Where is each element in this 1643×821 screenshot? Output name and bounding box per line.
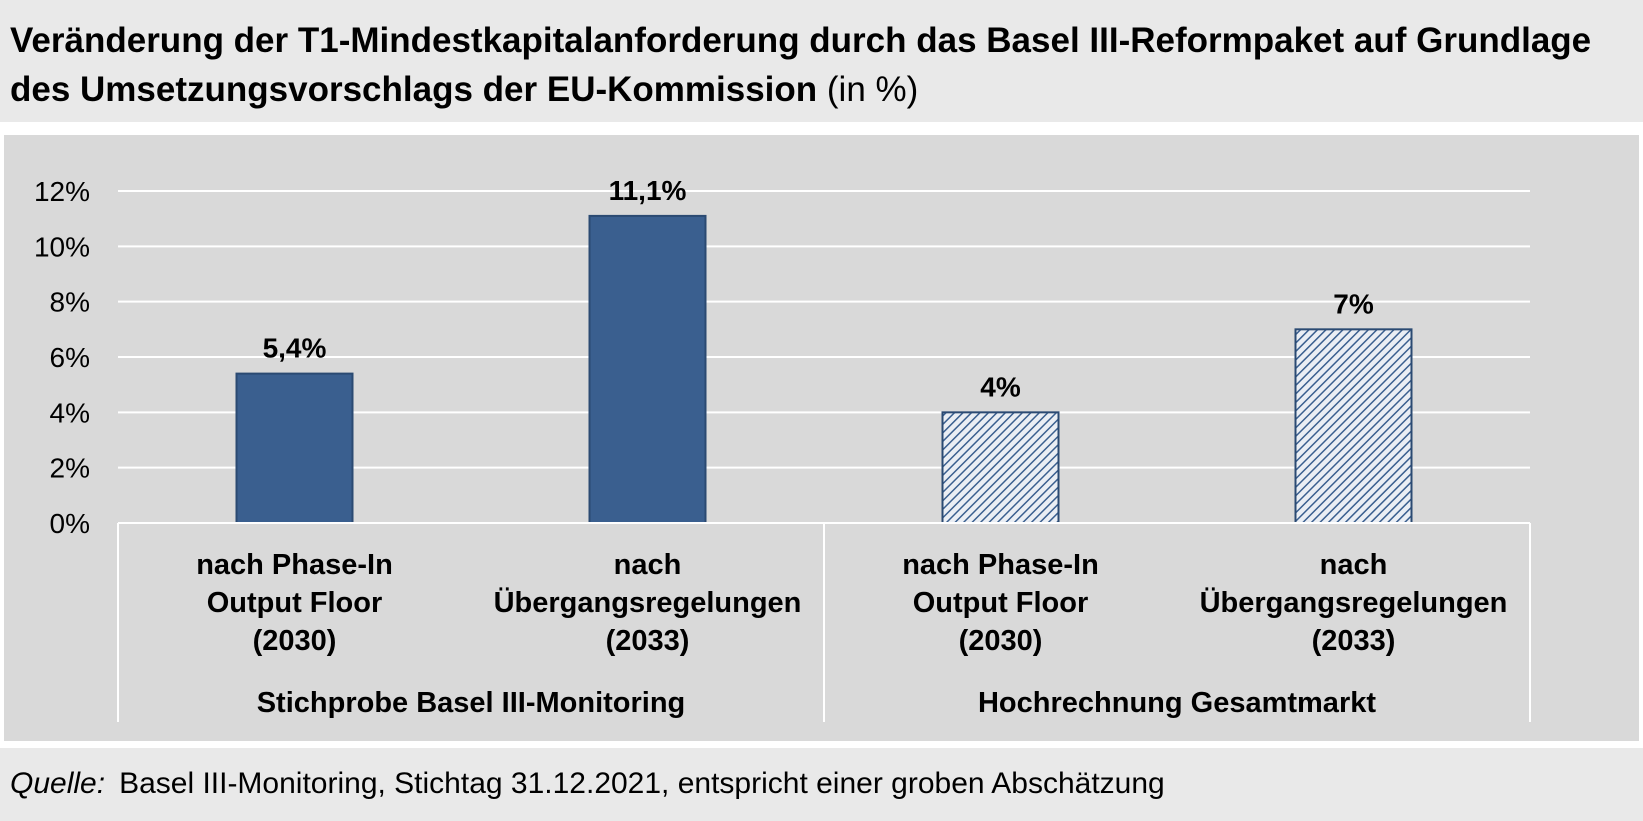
bar <box>941 411 1060 525</box>
category-label: nach <box>614 549 682 581</box>
title-panel: Veränderung der T1-Mindestkapitalanforde… <box>0 0 1643 122</box>
group-label: Stichprobe Basel III-Monitoring <box>257 687 686 719</box>
category-label: nach Phase-In <box>902 549 1099 581</box>
category-label: (2033) <box>606 625 690 657</box>
chart-title: Veränderung der T1-Mindestkapitalanforde… <box>10 16 1630 114</box>
footer-panel: Quelle: Basel III-Monitoring, Stichtag 31… <box>0 748 1643 821</box>
y-axis-ticks: 0% 2% 4% 6% 8% 10% 12% <box>34 176 90 539</box>
bar <box>235 372 354 524</box>
data-label: 11,1% <box>609 175 687 206</box>
category-label: Output Floor <box>207 587 383 619</box>
bar <box>588 214 707 524</box>
bars <box>235 214 1413 525</box>
y-tick-label: 0% <box>50 508 90 539</box>
data-labels: 5,4% 11,1% 4% 7% <box>263 175 1374 402</box>
category-label: nach Phase-In <box>196 549 393 581</box>
source-label: Quelle: <box>10 767 106 800</box>
category-axis <box>117 522 1531 722</box>
category-label: (2033) <box>1312 625 1396 657</box>
category-label: Übergangsregelungen <box>494 586 802 619</box>
category-label: Übergangsregelungen <box>1200 586 1508 619</box>
group-label: Hochrechnung Gesamtmarkt <box>978 687 1376 719</box>
category-labels: nach Phase-In Output Floor (2030) nach Überg… <box>196 549 1507 657</box>
y-tick-label: 2% <box>50 453 90 484</box>
category-label: nach <box>1320 549 1388 581</box>
bar-chart: 0% 2% 4% 6% 8% 10% 12% 5,4% 11,1% 4% 7% nach Phas… <box>34 175 1531 722</box>
y-tick-label: 6% <box>50 342 90 373</box>
group-labels: Stichprobe Basel III-Monitoring Hochrechn… <box>257 687 1377 719</box>
source-text: Basel III-Monitoring, Stichtag 31.12.202… <box>119 767 1165 800</box>
category-label: Output Floor <box>913 587 1089 619</box>
chart-title-main: Veränderung der T1-Mindestkapitalanforde… <box>10 21 1592 109</box>
category-label: (2030) <box>253 625 337 657</box>
y-tick-label: 8% <box>50 287 90 318</box>
y-tick-label: 10% <box>34 231 90 262</box>
y-tick-label: 12% <box>34 176 90 207</box>
data-label: 5,4% <box>263 333 327 364</box>
chart-title-unit: (in %) <box>826 70 919 109</box>
bar <box>1294 328 1413 525</box>
y-tick-label: 4% <box>50 397 90 428</box>
data-label: 7% <box>1333 288 1374 319</box>
data-label: 4% <box>980 371 1021 402</box>
category-label: (2030) <box>959 625 1043 657</box>
source-note: Quelle: Basel III-Monitoring, Stichtag 31… <box>10 764 1165 804</box>
